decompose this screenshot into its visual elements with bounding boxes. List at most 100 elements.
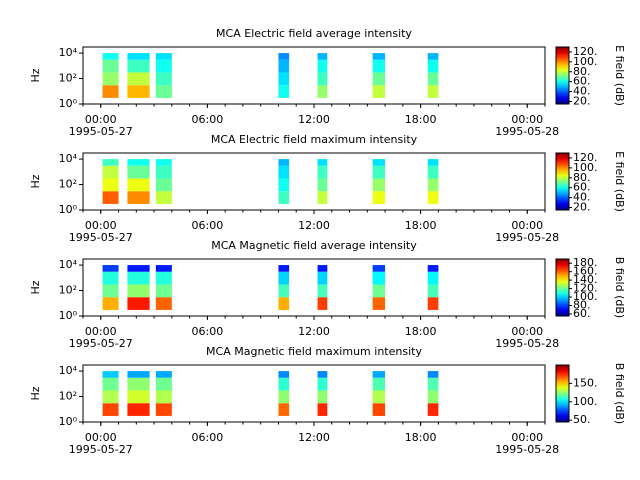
spectrogram-cell xyxy=(372,59,386,73)
y-axis-label: Hz xyxy=(29,174,42,188)
spectrogram-cell xyxy=(155,191,172,204)
spectrogram-cell xyxy=(127,59,150,73)
x-date-label: 1995-05-28 xyxy=(495,337,559,350)
spectrogram-cell xyxy=(427,165,439,179)
spectrogram-cell xyxy=(317,297,328,310)
x-tick-label: 00:00 xyxy=(511,325,543,338)
x-date-label: 1995-05-27 xyxy=(69,337,133,350)
spectrogram-cell xyxy=(155,371,172,378)
spectrogram-cell xyxy=(127,271,150,285)
spectrogram-cell xyxy=(372,371,386,378)
spectrogram-cell xyxy=(317,390,328,404)
x-date-label: 1995-05-27 xyxy=(69,125,133,138)
y-tick-label: 10² xyxy=(59,390,77,403)
spectrogram-cell xyxy=(278,403,290,416)
colorbar-label: B field (dB) xyxy=(613,363,626,424)
x-tick-label: 00:00 xyxy=(511,431,543,444)
spectrogram-cell xyxy=(102,377,119,391)
spectrogram-cell xyxy=(155,53,172,60)
spectrogram-cell xyxy=(155,85,172,98)
spectrogram-cell xyxy=(278,59,290,73)
spectrogram-cell xyxy=(155,72,172,86)
y-tick-label: 10⁴ xyxy=(59,46,78,59)
spectrogram-cell xyxy=(278,271,290,285)
spectrogram-cell xyxy=(155,265,172,272)
colorbar-tick-label: 80. xyxy=(573,65,591,78)
x-tick-label: 00:00 xyxy=(85,431,117,444)
plot-frame xyxy=(82,364,546,423)
spectrogram-cell xyxy=(317,265,328,272)
spectrogram-cell xyxy=(427,59,439,73)
x-tick-label: 00:00 xyxy=(85,325,117,338)
spectrogram-cell xyxy=(317,191,328,204)
colorbar-tick-label: 80. xyxy=(573,298,591,311)
colorbar-label: E field (dB) xyxy=(613,45,626,106)
x-tick-label: 00:00 xyxy=(511,113,543,126)
spectrogram-cell xyxy=(317,159,328,166)
y-tick-label: 10⁰ xyxy=(59,415,78,428)
colorbar-tick-label: 20. xyxy=(573,201,591,214)
colorbar-tick-label: 60. xyxy=(573,75,591,88)
panel-title: MCA Electric field average intensity xyxy=(216,27,412,40)
x-tick-label: 06:00 xyxy=(192,113,224,126)
x-tick-label: 06:00 xyxy=(192,219,224,232)
colorbar xyxy=(555,364,570,423)
spectrogram-cell xyxy=(317,371,328,378)
spectrogram-cell xyxy=(102,165,119,179)
colorbar-tick-label: 160. xyxy=(573,265,598,278)
spectrogram-cell xyxy=(372,191,386,204)
spectrogram-cell xyxy=(278,390,290,404)
spectrogram-cell xyxy=(127,191,150,204)
spectrogram-cell xyxy=(372,72,386,86)
spectrogram-cell xyxy=(102,390,119,404)
spectrogram-cell xyxy=(427,53,439,60)
spectrogram-cell xyxy=(127,265,150,272)
spectrogram-cell xyxy=(427,377,439,391)
spectrogram-cell xyxy=(427,297,439,310)
x-date-label: 1995-05-27 xyxy=(69,443,133,456)
colorbar-tick-label: 100. xyxy=(573,290,598,303)
colorbar xyxy=(555,152,570,211)
x-tick-label: 00:00 xyxy=(85,113,117,126)
spectrogram-cell xyxy=(372,377,386,391)
spectrogram-cell xyxy=(372,178,386,192)
spectrogram-cell xyxy=(278,297,290,310)
colorbar-tick-label: 120. xyxy=(573,282,598,295)
x-date-label: 1995-05-27 xyxy=(69,231,133,244)
x-tick-label: 12:00 xyxy=(298,113,330,126)
y-tick-label: 10⁴ xyxy=(59,152,78,165)
colorbar-tick-label: 120. xyxy=(573,45,598,58)
spectrogram-cell xyxy=(278,377,290,391)
spectrogram-cell xyxy=(102,72,119,86)
spectrogram-cell xyxy=(127,159,150,166)
colorbar-tick-label: 140. xyxy=(573,273,598,286)
y-tick-label: 10⁰ xyxy=(59,203,78,216)
spectrogram-cell xyxy=(372,159,386,166)
spectrogram-cell xyxy=(427,159,439,166)
panel-title: MCA Magnetic field maximum intensity xyxy=(206,345,422,358)
x-tick-label: 00:00 xyxy=(85,219,117,232)
spectrogram-cell xyxy=(127,85,150,98)
spectrogram-cell xyxy=(155,59,172,73)
colorbar-tick-label: 40. xyxy=(573,191,591,204)
x-tick-label: 00:00 xyxy=(511,219,543,232)
spectrogram-cell xyxy=(372,265,386,272)
spectrogram-cell xyxy=(127,165,150,179)
x-tick-label: 18:00 xyxy=(405,431,437,444)
spectrogram-cell xyxy=(155,284,172,298)
spectrogram-cell xyxy=(127,284,150,298)
spectrogram-cell xyxy=(102,284,119,298)
panel-title: MCA Magnetic field average intensity xyxy=(211,239,417,252)
spectrogram-cell xyxy=(317,165,328,179)
plot-frame xyxy=(82,258,546,317)
colorbar-label: E field (dB) xyxy=(613,151,626,212)
spectrogram-cell xyxy=(155,403,172,416)
spectrogram-cell xyxy=(102,265,119,272)
spectrogram-cell xyxy=(317,403,328,416)
colorbar-tick-label: 100. xyxy=(573,161,598,174)
spectrogram-cell xyxy=(102,371,119,378)
x-tick-label: 18:00 xyxy=(405,113,437,126)
spectrogram-cell xyxy=(278,53,290,60)
spectrogram-cell xyxy=(427,265,439,272)
y-tick-label: 10² xyxy=(59,284,77,297)
